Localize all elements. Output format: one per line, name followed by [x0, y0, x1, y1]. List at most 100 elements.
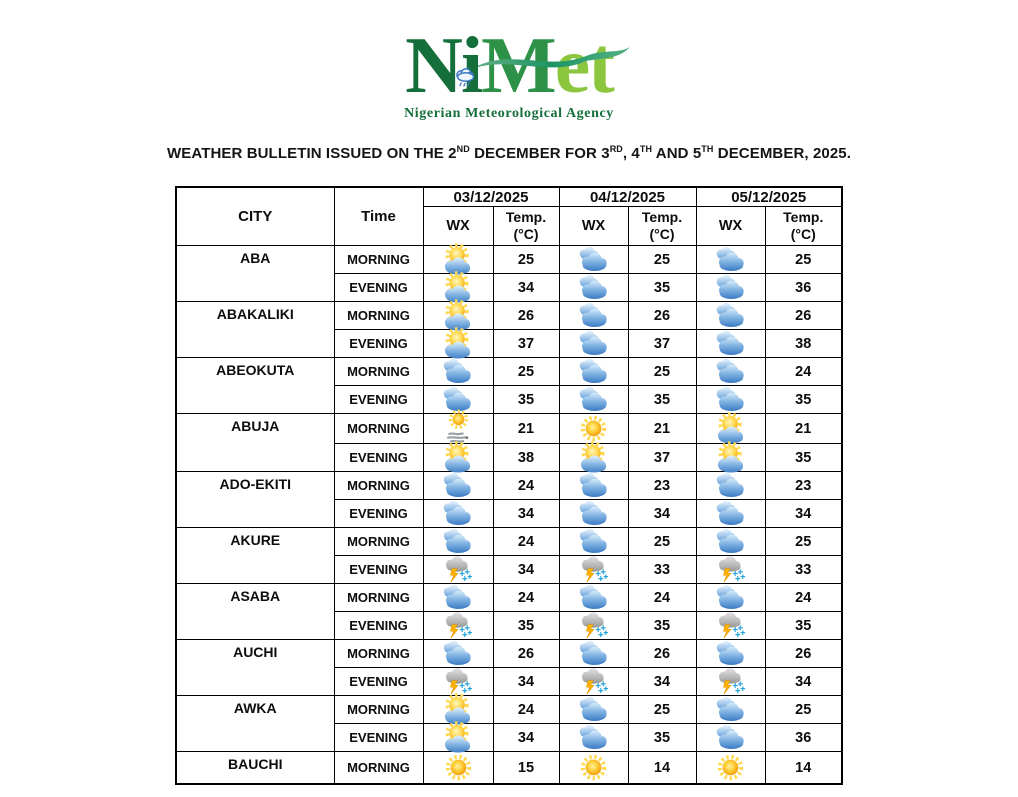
temperature-value: 25	[764, 245, 843, 274]
temperature-value: 14	[627, 751, 697, 785]
time-label: MORNING	[333, 695, 424, 724]
title-segment: DECEMBER FOR 3	[469, 145, 610, 162]
temperature-value: 34	[492, 667, 560, 696]
city-name: ABA	[175, 245, 335, 302]
temperature-value: 34	[492, 555, 560, 584]
temperature-value: 33	[764, 555, 843, 584]
title-superscript: TH	[639, 144, 653, 154]
temperature-value: 33	[627, 555, 697, 584]
logo-raincloud-icon	[452, 25, 478, 101]
table-row: EVENING 38 37 35	[176, 440, 843, 472]
header-wx-2: WX	[558, 206, 629, 246]
forecast-table-body: ABA MORNING 25 25 25 EVENING	[175, 242, 843, 785]
time-label: MORNING	[333, 751, 424, 785]
temperature-value: 34	[492, 499, 560, 528]
thunderstorm-icon	[558, 611, 629, 640]
header-city: CITY	[175, 186, 335, 246]
temperature-value: 35	[627, 611, 697, 640]
city-name: ABAKALIKI	[175, 301, 335, 358]
time-label: MORNING	[333, 413, 424, 444]
title-superscript: RD	[609, 144, 623, 154]
sunny-icon	[422, 751, 494, 785]
temperature-value: 36	[764, 273, 843, 302]
table-row: ADO-EKITI MORNING 24 23	[175, 471, 843, 528]
header-date-2: 04/12/2025	[558, 186, 697, 207]
temperature-value: 35	[764, 443, 843, 472]
thunderstorm-icon	[558, 555, 629, 584]
header-time: Time	[333, 186, 424, 246]
temperature-value: 25	[627, 695, 697, 724]
logo-letter-i: i	[455, 22, 483, 110]
time-label: EVENING	[333, 499, 424, 528]
temperature-value: 24	[764, 357, 843, 386]
city-name: ABUJA	[175, 413, 335, 472]
time-label: MORNING	[333, 639, 424, 668]
time-label: EVENING	[333, 329, 424, 358]
cloudy-icon	[695, 385, 766, 414]
temperature-value: 24	[492, 471, 560, 500]
table-row: ABUJA MORNING 21 21 21	[175, 409, 843, 472]
sunny-haze-icon	[422, 409, 494, 444]
temperature-value: 37	[492, 329, 560, 358]
cloudy-icon	[422, 471, 494, 500]
table-row: ABEOKUTA MORNING 25 25	[175, 357, 843, 414]
temperature-value: 26	[492, 639, 560, 668]
thunderstorm-icon	[422, 611, 494, 640]
partly-cloudy-icon	[422, 242, 494, 274]
partly-cloudy-icon	[422, 692, 494, 724]
cloudy-icon	[558, 471, 629, 500]
cloudy-icon	[422, 385, 494, 414]
time-label: MORNING	[333, 583, 424, 612]
table-row: AUCHI MORNING 26 26 2	[175, 639, 843, 696]
table-row: BAUCHI MORNING 15 14 14	[175, 751, 843, 785]
time-label: EVENING	[333, 385, 424, 414]
partly-cloudy-icon	[422, 326, 494, 358]
sunny-icon	[558, 751, 629, 785]
cloudy-icon	[695, 639, 766, 668]
header-wx-3: WX	[695, 206, 766, 246]
nimet-logo: Ni Met Nigerian Meteorological Agency	[404, 26, 630, 122]
temperature-value: 35	[492, 611, 560, 640]
time-label: EVENING	[333, 723, 424, 752]
temperature-value: 37	[627, 443, 697, 472]
temperature-value: 34	[492, 723, 560, 752]
temperature-value: 25	[627, 357, 697, 386]
partly-cloudy-icon	[422, 298, 494, 330]
temperature-value: 25	[492, 245, 560, 274]
header-date-1: 03/12/2025	[422, 186, 560, 207]
time-label: EVENING	[333, 555, 424, 584]
time-label: MORNING	[333, 357, 424, 386]
cloudy-icon	[695, 329, 766, 358]
forecast-table: CITY Time 03/12/2025 04/12/2025 05/12/20…	[175, 186, 843, 785]
temperature-value: 24	[492, 527, 560, 556]
temperature-value: 26	[492, 301, 560, 330]
temperature-value: 34	[627, 667, 697, 696]
temperature-value: 24	[764, 583, 843, 612]
cloudy-icon	[695, 245, 766, 274]
title-segment: , 4	[622, 145, 640, 162]
time-label: MORNING	[333, 471, 424, 500]
temperature-value: 24	[627, 583, 697, 612]
title-segment: WEATHER BULLETIN ISSUED ON THE 2	[167, 145, 457, 162]
table-row: AWKA MORNING 24 25 25	[175, 692, 843, 752]
table-header-dates-row: CITY Time 03/12/2025 04/12/2025 05/12/20…	[175, 186, 843, 246]
time-label: MORNING	[333, 301, 424, 330]
cloudy-icon	[558, 273, 629, 302]
partly-cloudy-icon	[422, 720, 494, 752]
title-segment: AND 5	[652, 145, 702, 162]
table-row: AKURE MORNING 24 25 2	[175, 527, 843, 584]
thunderstorm-icon	[695, 611, 766, 640]
cloudy-icon	[558, 639, 629, 668]
temperature-value: 37	[627, 329, 697, 358]
cloudy-icon	[558, 583, 629, 612]
temperature-value: 34	[764, 667, 843, 696]
temperature-value: 35	[764, 385, 843, 414]
thunderstorm-icon	[558, 667, 629, 696]
time-label: EVENING	[333, 443, 424, 472]
cloudy-icon	[695, 527, 766, 556]
temperature-value: 35	[627, 385, 697, 414]
cloudy-icon	[422, 639, 494, 668]
logo-letter-n: N	[405, 22, 463, 110]
cloudy-icon	[558, 723, 629, 752]
